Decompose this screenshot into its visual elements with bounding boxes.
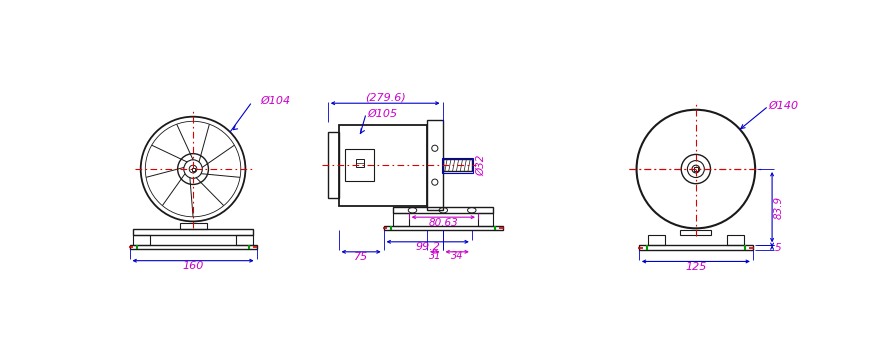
Bar (328, 133, 339, 198)
Bar (356, 159, 364, 167)
Text: 5: 5 (775, 243, 781, 253)
Bar (192, 168, 194, 170)
Bar (180, 223, 207, 229)
Bar (427, 120, 443, 210)
Text: 34: 34 (451, 251, 464, 261)
Bar (443, 159, 472, 172)
Bar (639, 245, 753, 250)
Text: 99.2: 99.2 (415, 242, 440, 252)
Bar (727, 234, 744, 245)
Bar (129, 245, 257, 249)
Text: 75: 75 (354, 252, 368, 262)
Text: 160: 160 (182, 261, 204, 271)
Text: Ø105: Ø105 (367, 109, 397, 119)
Bar (134, 229, 253, 235)
Bar (393, 207, 494, 214)
Bar (345, 149, 374, 181)
Text: 83.9: 83.9 (774, 196, 783, 219)
Bar (134, 235, 150, 245)
Text: Ø104: Ø104 (260, 96, 290, 105)
Bar (478, 214, 494, 226)
Bar (339, 125, 427, 206)
Bar (393, 214, 408, 226)
Bar (236, 235, 253, 245)
Bar (648, 234, 665, 245)
Bar (442, 158, 473, 173)
Text: 31: 31 (429, 251, 441, 261)
Text: Ø32: Ø32 (476, 154, 486, 176)
Text: Ø140: Ø140 (768, 101, 798, 111)
Text: 125: 125 (686, 262, 707, 272)
Text: 80.63: 80.63 (429, 218, 458, 228)
Bar (680, 230, 711, 235)
Text: (279.6): (279.6) (365, 92, 406, 102)
Bar (694, 167, 698, 171)
Bar (384, 226, 503, 230)
